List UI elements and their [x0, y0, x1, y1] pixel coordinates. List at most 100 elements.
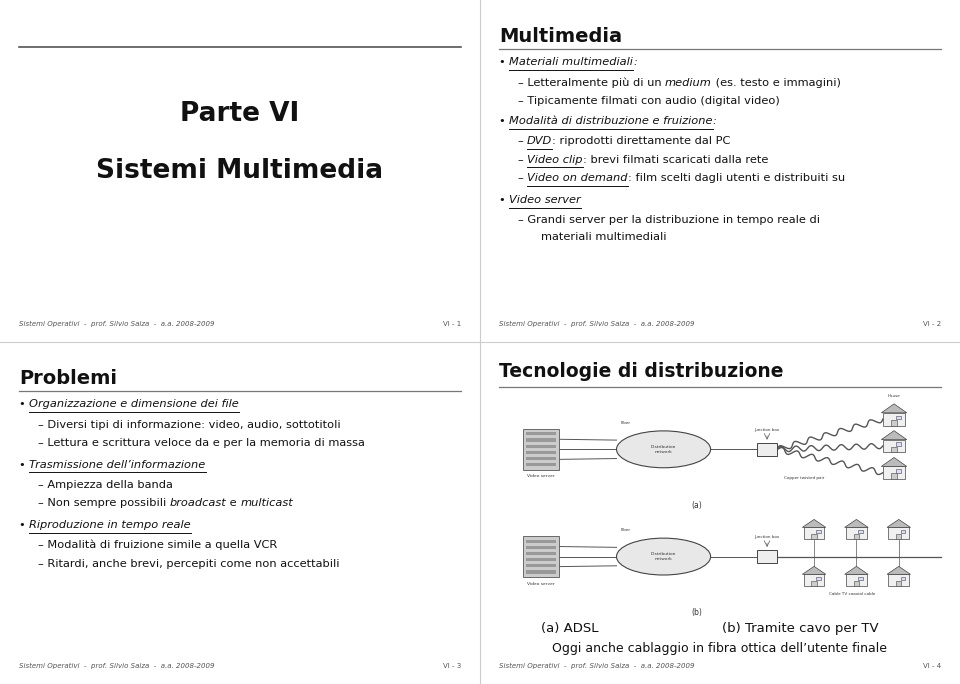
Text: Distribution
network: Distribution network: [651, 552, 676, 561]
Ellipse shape: [616, 538, 710, 575]
Text: (b): (b): [691, 608, 702, 617]
Text: : riprodotti direttamente dal PC: : riprodotti direttamente dal PC: [552, 136, 731, 146]
Polygon shape: [845, 566, 868, 575]
Polygon shape: [881, 431, 907, 440]
Text: •: •: [499, 57, 510, 68]
Bar: [853, 534, 859, 539]
Text: Problemi: Problemi: [19, 369, 117, 388]
Text: (a) ADSL: (a) ADSL: [540, 622, 598, 635]
Text: Multimedia: Multimedia: [499, 27, 622, 46]
Bar: [897, 534, 901, 539]
Text: – Non sempre possibili: – Non sempre possibili: [37, 499, 170, 508]
Text: Sistemi Operativi  -  prof. Silvio Salza  -  a.a. 2008-2009: Sistemi Operativi - prof. Silvio Salza -…: [19, 663, 214, 669]
Text: •: •: [499, 116, 510, 126]
Bar: [883, 412, 905, 425]
Bar: [846, 575, 867, 586]
Text: – Diversi tipi di informazione: video, audio, sottotitoli: – Diversi tipi di informazione: video, a…: [37, 419, 341, 430]
Text: : brevi filmati scaricati dalla rete: : brevi filmati scaricati dalla rete: [583, 155, 768, 165]
Text: Materiali multimediali: Materiali multimediali: [510, 57, 634, 68]
Polygon shape: [887, 519, 910, 527]
Text: Distribution
network: Distribution network: [651, 445, 676, 453]
Bar: [816, 577, 821, 580]
Bar: [897, 443, 901, 446]
Text: Video clip: Video clip: [527, 155, 583, 165]
Bar: [804, 527, 825, 539]
Text: •: •: [499, 195, 510, 205]
Bar: [883, 466, 905, 479]
Text: Riproduzione in tempo reale: Riproduzione in tempo reale: [30, 520, 191, 530]
Text: Video server: Video server: [527, 475, 555, 478]
Text: VI - 2: VI - 2: [923, 321, 941, 327]
Text: e: e: [227, 499, 241, 508]
Bar: [891, 473, 897, 479]
Bar: [853, 581, 859, 586]
Text: – Tipicamente filmati con audio (digital video): – Tipicamente filmati con audio (digital…: [517, 96, 780, 106]
Bar: [526, 564, 556, 568]
Bar: [846, 527, 867, 539]
Bar: [756, 443, 778, 456]
Ellipse shape: [616, 431, 710, 468]
Text: –: –: [517, 155, 527, 165]
Polygon shape: [803, 519, 826, 527]
Text: (b) Tramite cavo per TV: (b) Tramite cavo per TV: [722, 622, 878, 635]
Text: broadcast: broadcast: [170, 499, 227, 508]
FancyBboxPatch shape: [523, 536, 559, 577]
Text: Trasmissione dell’informazione: Trasmissione dell’informazione: [30, 460, 205, 470]
Text: VI - 3: VI - 3: [443, 663, 461, 669]
Text: Fiber: Fiber: [621, 529, 631, 532]
Bar: [891, 420, 897, 425]
Bar: [858, 530, 863, 533]
Text: –: –: [517, 173, 527, 183]
Text: – Grandi server per la distribuzione in tempo reale di: – Grandi server per la distribuzione in …: [517, 215, 820, 225]
Text: materiali multimediali: materiali multimediali: [541, 232, 667, 241]
Text: – Modalità di fruizione simile a quella VCR: – Modalità di fruizione simile a quella …: [37, 540, 277, 550]
Text: Video server: Video server: [527, 581, 555, 586]
Bar: [756, 550, 778, 564]
Text: – Ritardi, anche brevi, percepiti come non accettabili: – Ritardi, anche brevi, percepiti come n…: [37, 559, 339, 568]
Bar: [804, 575, 825, 586]
Text: Parte VI: Parte VI: [180, 101, 300, 127]
Bar: [526, 432, 556, 436]
Text: Junction box: Junction box: [755, 428, 780, 432]
Text: :: :: [712, 116, 717, 126]
Text: Video server: Video server: [510, 195, 581, 205]
Text: Video on demand: Video on demand: [527, 173, 628, 183]
Polygon shape: [887, 566, 910, 575]
Text: (a): (a): [691, 501, 702, 510]
Bar: [811, 534, 817, 539]
Bar: [526, 451, 556, 454]
Text: Organizzazione e dimensione dei file: Organizzazione e dimensione dei file: [30, 399, 239, 410]
Bar: [891, 447, 897, 452]
Bar: [526, 457, 556, 460]
Bar: [526, 552, 556, 555]
Text: – Letteralmente più di un: – Letteralmente più di un: [517, 77, 665, 88]
Bar: [526, 558, 556, 561]
Bar: [526, 570, 556, 574]
Text: : film scelti dagli utenti e distribuiti su: : film scelti dagli utenti e distribuiti…: [628, 173, 845, 183]
Text: Fiber: Fiber: [621, 421, 631, 425]
Bar: [897, 469, 901, 473]
Text: House: House: [888, 395, 900, 398]
Text: Sistemi Operativi  -  prof. Silvio Salza  -  a.a. 2008-2009: Sistemi Operativi - prof. Silvio Salza -…: [499, 321, 694, 327]
FancyBboxPatch shape: [523, 429, 559, 470]
Text: Sistemi Multimedia: Sistemi Multimedia: [96, 158, 384, 184]
Text: multicast: multicast: [241, 499, 294, 508]
Text: Junction box: Junction box: [755, 535, 780, 539]
Text: (es. testo e immagini): (es. testo e immagini): [712, 77, 841, 88]
Bar: [816, 530, 821, 533]
Bar: [858, 577, 863, 580]
Text: VI - 4: VI - 4: [923, 663, 941, 669]
Text: Sistemi Operativi  -  prof. Silvio Salza  -  a.a. 2008-2009: Sistemi Operativi - prof. Silvio Salza -…: [19, 321, 214, 327]
Bar: [526, 463, 556, 466]
Text: •: •: [19, 460, 30, 470]
Bar: [900, 530, 905, 533]
Bar: [900, 577, 905, 580]
Text: :: :: [634, 57, 637, 68]
Text: •: •: [19, 399, 30, 410]
Bar: [888, 575, 909, 586]
Bar: [883, 440, 905, 452]
Text: –: –: [517, 136, 527, 146]
Text: Sistemi Operativi  -  prof. Silvio Salza  -  a.a. 2008-2009: Sistemi Operativi - prof. Silvio Salza -…: [499, 663, 694, 669]
Text: – Ampiezza della banda: – Ampiezza della banda: [37, 480, 173, 490]
Text: medium: medium: [665, 77, 712, 88]
